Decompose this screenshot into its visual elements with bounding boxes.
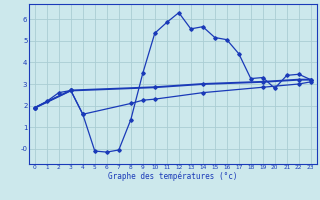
X-axis label: Graphe des températures (°c): Graphe des températures (°c) <box>108 172 237 181</box>
